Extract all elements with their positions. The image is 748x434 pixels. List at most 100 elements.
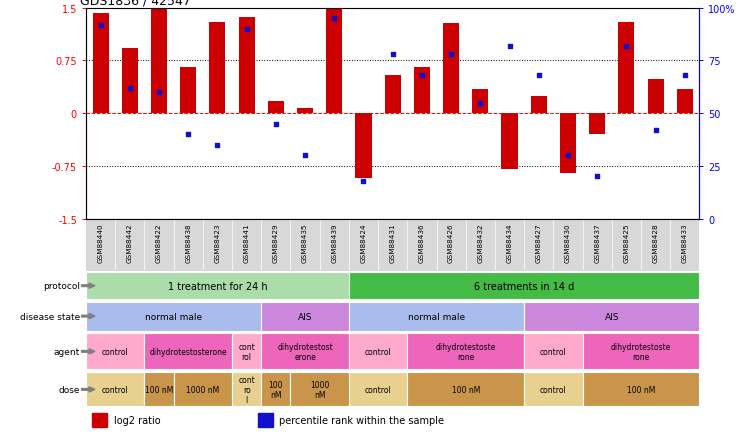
Bar bbox=[443, 24, 459, 114]
Bar bbox=[472, 89, 488, 114]
Text: GSM88431: GSM88431 bbox=[390, 224, 396, 263]
Text: GSM88426: GSM88426 bbox=[448, 224, 454, 263]
Text: GSM88437: GSM88437 bbox=[594, 224, 600, 263]
Text: dihydrotestoste
rone: dihydrotestoste rone bbox=[611, 342, 671, 361]
Point bbox=[241, 26, 253, 33]
Text: normal male: normal male bbox=[145, 312, 202, 321]
Bar bbox=[261, 302, 349, 331]
Point bbox=[503, 43, 515, 50]
Point bbox=[533, 72, 545, 79]
Bar bbox=[677, 89, 693, 114]
Text: protocol: protocol bbox=[43, 282, 80, 290]
Point bbox=[270, 121, 282, 128]
Bar bbox=[258, 413, 273, 427]
Text: dose: dose bbox=[58, 385, 80, 394]
Bar bbox=[524, 372, 583, 407]
Text: 1 treatment for 24 h: 1 treatment for 24 h bbox=[168, 281, 267, 291]
Bar bbox=[326, 10, 343, 114]
Bar bbox=[174, 372, 232, 407]
Text: control: control bbox=[540, 347, 567, 356]
Point bbox=[299, 153, 311, 160]
Point bbox=[620, 43, 632, 50]
Text: GSM88427: GSM88427 bbox=[536, 224, 542, 263]
Bar bbox=[524, 334, 583, 369]
Text: GSM88438: GSM88438 bbox=[186, 224, 191, 263]
Text: cont
rol: cont rol bbox=[239, 342, 255, 361]
Text: 100 nM: 100 nM bbox=[145, 385, 174, 394]
Text: 1000
nM: 1000 nM bbox=[310, 380, 329, 399]
Bar bbox=[86, 273, 349, 299]
Bar bbox=[86, 302, 261, 331]
Text: GSM88439: GSM88439 bbox=[331, 224, 337, 263]
Bar bbox=[349, 302, 524, 331]
Bar bbox=[583, 372, 699, 407]
Text: AIS: AIS bbox=[604, 312, 619, 321]
Bar bbox=[86, 334, 144, 369]
Text: cont
ro
l: cont ro l bbox=[239, 375, 255, 404]
Text: normal male: normal male bbox=[408, 312, 465, 321]
Text: GSM88442: GSM88442 bbox=[127, 224, 133, 263]
Point bbox=[649, 127, 661, 134]
Bar bbox=[560, 114, 576, 174]
Point bbox=[358, 178, 370, 185]
Text: GSM88434: GSM88434 bbox=[506, 224, 512, 263]
Text: log2 ratio: log2 ratio bbox=[114, 415, 160, 425]
Text: dihydrotestost
erone: dihydrotestost erone bbox=[278, 342, 333, 361]
Bar bbox=[122, 49, 138, 114]
Bar bbox=[92, 413, 108, 427]
Bar bbox=[144, 334, 232, 369]
Text: GSM88435: GSM88435 bbox=[302, 224, 308, 263]
Text: disease state: disease state bbox=[19, 312, 80, 321]
Text: AIS: AIS bbox=[298, 312, 313, 321]
Point bbox=[416, 72, 428, 79]
Point bbox=[678, 72, 690, 79]
Bar bbox=[349, 334, 408, 369]
Text: GSM88429: GSM88429 bbox=[273, 224, 279, 263]
Bar bbox=[93, 14, 108, 114]
Point bbox=[591, 174, 603, 181]
Text: dihydrotestosterone: dihydrotestosterone bbox=[150, 347, 227, 356]
Bar bbox=[232, 334, 261, 369]
Bar bbox=[86, 372, 144, 407]
Bar bbox=[151, 9, 167, 114]
Bar bbox=[408, 334, 524, 369]
Bar bbox=[589, 114, 605, 135]
Bar bbox=[144, 372, 174, 407]
Bar bbox=[524, 302, 699, 331]
Point bbox=[474, 100, 486, 107]
Text: GSM88440: GSM88440 bbox=[98, 224, 104, 263]
Bar bbox=[232, 372, 261, 407]
Text: agent: agent bbox=[54, 347, 80, 356]
Text: GSM88436: GSM88436 bbox=[419, 224, 425, 263]
Bar bbox=[239, 18, 254, 114]
Point bbox=[387, 52, 399, 59]
Text: control: control bbox=[365, 347, 391, 356]
Text: GSM88423: GSM88423 bbox=[215, 224, 221, 263]
Point bbox=[562, 153, 574, 160]
Bar bbox=[268, 101, 284, 114]
Text: GDS1836 / 42547: GDS1836 / 42547 bbox=[80, 0, 191, 7]
Text: GSM88424: GSM88424 bbox=[361, 224, 367, 263]
Text: control: control bbox=[365, 385, 391, 394]
Bar bbox=[180, 68, 196, 114]
Text: GSM88432: GSM88432 bbox=[477, 224, 483, 263]
Point bbox=[183, 132, 194, 138]
Text: GSM88425: GSM88425 bbox=[623, 224, 629, 263]
Bar bbox=[408, 372, 524, 407]
Point bbox=[153, 89, 165, 96]
Text: 100 nM: 100 nM bbox=[452, 385, 480, 394]
Text: 6 treatments in 14 d: 6 treatments in 14 d bbox=[474, 281, 574, 291]
Point bbox=[212, 142, 224, 149]
Bar bbox=[261, 372, 290, 407]
Bar bbox=[290, 372, 349, 407]
Bar bbox=[355, 114, 372, 178]
Point bbox=[124, 85, 136, 92]
Text: 100 nM: 100 nM bbox=[627, 385, 655, 394]
Point bbox=[445, 52, 457, 59]
Bar bbox=[583, 334, 699, 369]
Bar bbox=[261, 334, 349, 369]
Text: percentile rank within the sample: percentile rank within the sample bbox=[279, 415, 444, 425]
Bar bbox=[349, 372, 408, 407]
Text: GSM88428: GSM88428 bbox=[652, 224, 658, 263]
Text: 1000 nM: 1000 nM bbox=[186, 385, 219, 394]
